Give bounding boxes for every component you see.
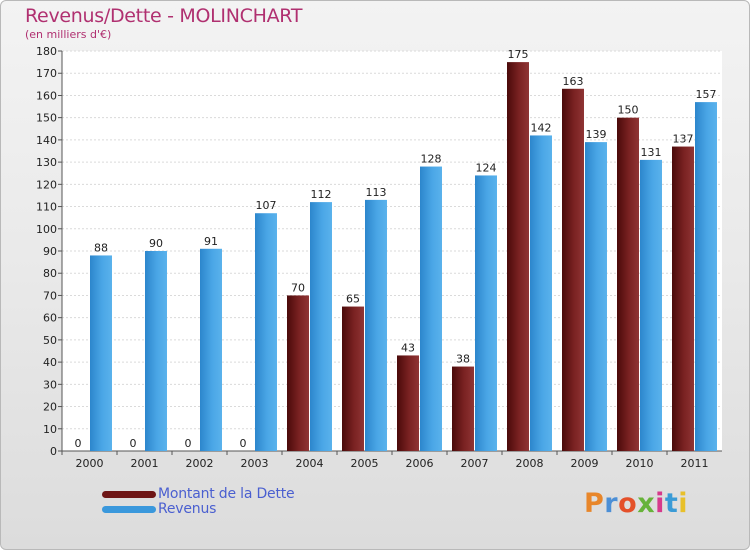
bar-revenue-2011	[695, 102, 717, 451]
legend-label-revenue: Revenus	[158, 501, 217, 517]
legend-label-debt: Montant de la Dette	[158, 486, 295, 502]
bar-revenue-2001	[145, 251, 167, 451]
legend-swatch-revenue	[102, 505, 156, 513]
logo-letter: i	[655, 488, 665, 519]
value-label-revenue-2001: 90	[149, 237, 163, 250]
legend-swatch-debt	[102, 490, 156, 498]
bar-debt-2011	[672, 146, 694, 452]
value-label-debt-2010: 150	[618, 104, 639, 117]
value-label-revenue-2011: 157	[696, 88, 717, 101]
logo-letter: o	[618, 488, 638, 519]
y-tick-label: 170	[36, 67, 57, 80]
legend-item-revenue: Revenus	[102, 501, 217, 517]
y-tick-label: 10	[43, 423, 57, 436]
bar-revenue-2009	[585, 142, 607, 451]
value-label-debt-2004: 70	[291, 281, 305, 294]
value-label-revenue-2000: 88	[94, 241, 108, 254]
y-tick-label: 140	[36, 134, 57, 147]
x-tick-label: 2007	[461, 457, 489, 470]
bar-revenue-2010	[640, 159, 662, 451]
value-label-revenue-2003: 107	[256, 199, 277, 212]
y-tick-label: 20	[43, 401, 57, 414]
logo-letter: r	[604, 488, 619, 519]
bar-revenue-2008	[530, 135, 552, 451]
value-label-revenue-2008: 142	[531, 121, 552, 134]
y-tick-label: 100	[36, 223, 57, 236]
bar-debt-2009	[562, 88, 584, 452]
y-tick-label: 130	[36, 156, 57, 169]
x-tick-label: 2011	[681, 457, 709, 470]
bar-revenue-2002	[200, 248, 222, 451]
bar-revenue-2007	[475, 175, 497, 451]
y-tick-label: 120	[36, 178, 57, 191]
y-tick-label: 30	[43, 378, 57, 391]
x-tick-label: 2006	[406, 457, 434, 470]
y-tick-label: 40	[43, 356, 57, 369]
y-tick-label: 110	[36, 201, 57, 214]
bar-debt-2006	[397, 355, 419, 451]
bar-debt-2010	[617, 117, 639, 452]
x-tick-label: 2009	[571, 457, 599, 470]
x-tick-label: 2001	[131, 457, 159, 470]
value-label-debt-2001: 0	[130, 437, 137, 450]
bar-revenue-2004	[310, 202, 332, 451]
logo-letter: x	[637, 488, 656, 519]
value-label-revenue-2009: 139	[586, 128, 607, 141]
logo-letter: P	[584, 488, 605, 519]
value-label-debt-2008: 175	[508, 48, 529, 61]
value-label-debt-2009: 163	[563, 75, 584, 88]
x-tick-label: 2004	[296, 457, 324, 470]
bar-revenue-2006	[420, 166, 442, 452]
value-label-debt-2007: 38	[456, 353, 470, 366]
bar-revenue-2005	[365, 199, 387, 451]
value-label-revenue-2002: 91	[204, 235, 218, 248]
y-tick-label: 0	[50, 445, 57, 458]
value-label-debt-2000: 0	[75, 437, 82, 450]
y-tick-label: 50	[43, 334, 57, 347]
value-label-revenue-2007: 124	[476, 161, 497, 174]
bar-debt-2004	[287, 295, 309, 451]
proxiti-logo: Proxiti	[584, 488, 688, 519]
bar-debt-2008	[507, 62, 529, 451]
bar-debt-2005	[342, 306, 364, 451]
value-label-revenue-2006: 128	[421, 153, 442, 166]
value-label-debt-2002: 0	[185, 437, 192, 450]
y-tick-label: 180	[36, 45, 57, 58]
y-tick-label: 80	[43, 267, 57, 280]
y-tick-label: 160	[36, 89, 57, 102]
value-label-debt-2006: 43	[401, 341, 415, 354]
y-tick-label: 60	[43, 312, 57, 325]
value-label-revenue-2004: 112	[311, 188, 332, 201]
y-tick-label: 150	[36, 112, 57, 125]
value-label-debt-2011: 137	[673, 133, 694, 146]
x-tick-label: 2002	[186, 457, 214, 470]
logo-letter: i	[678, 488, 689, 519]
bar-revenue-2003	[255, 213, 277, 451]
logo-letter: t	[664, 488, 679, 519]
bar-debt-2007	[452, 366, 474, 451]
legend-item-debt: Montant de la Dette	[102, 486, 295, 502]
chart-subtitle: (en milliers d'€)	[25, 28, 112, 41]
bar-revenue-2000	[90, 255, 112, 451]
value-label-debt-2003: 0	[240, 437, 247, 450]
x-tick-label: 2008	[516, 457, 544, 470]
x-tick-label: 2000	[76, 457, 104, 470]
x-tick-label: 2003	[241, 457, 269, 470]
chart-title: Revenus/Dette - MOLINCHART	[25, 5, 303, 27]
y-tick-label: 70	[43, 289, 57, 302]
value-label-revenue-2010: 131	[641, 146, 662, 159]
y-tick-label: 90	[43, 245, 57, 258]
value-label-debt-2005: 65	[346, 293, 360, 306]
x-tick-label: 2010	[626, 457, 654, 470]
value-label-revenue-2005: 113	[366, 186, 387, 199]
x-tick-label: 2005	[351, 457, 379, 470]
